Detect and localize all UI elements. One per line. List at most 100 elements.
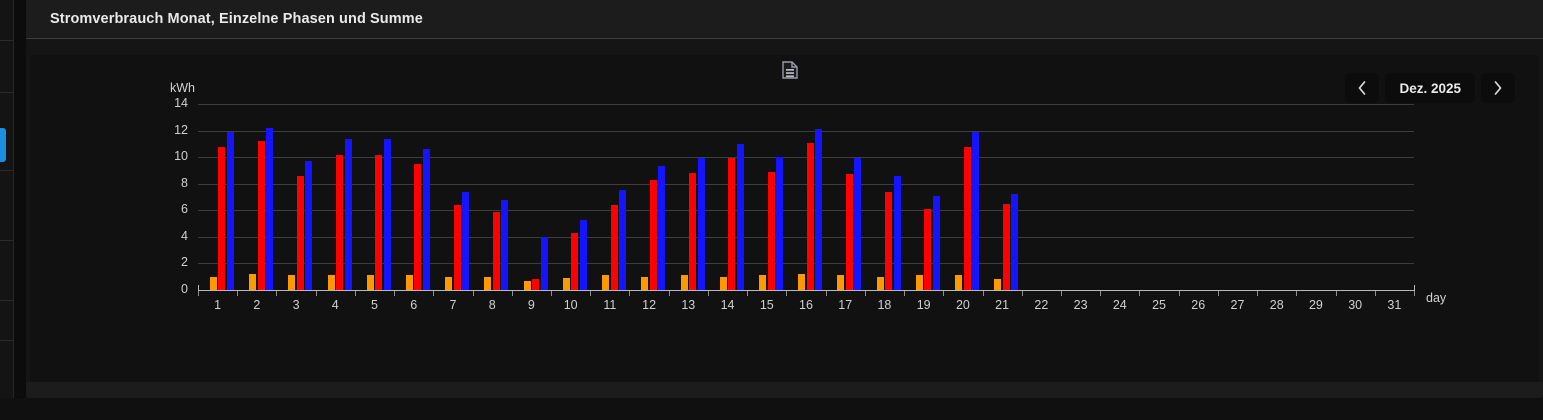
chart-bar[interactable]	[924, 208, 932, 290]
chart-bar[interactable]	[296, 175, 304, 290]
chart-bar[interactable]	[837, 275, 845, 290]
x-axis-tick	[394, 291, 396, 296]
chart-bar[interactable]	[249, 274, 257, 290]
chart-bar[interactable]	[209, 276, 217, 290]
next-period-button[interactable]	[1481, 73, 1515, 103]
chart-bar[interactable]	[492, 211, 500, 290]
chart-bar[interactable]	[610, 204, 618, 290]
chart-bar[interactable]	[845, 174, 853, 290]
chart-bar[interactable]	[336, 154, 344, 290]
x-axis-tick	[1178, 291, 1180, 296]
chart-bar[interactable]	[532, 279, 540, 290]
chart-bar[interactable]	[462, 191, 470, 290]
x-axis-tick	[747, 291, 749, 296]
chart-bar[interactable]	[798, 274, 806, 290]
x-axis-tick	[590, 291, 592, 296]
x-axis-tick-label: 10	[563, 298, 578, 312]
chart-bar[interactable]	[963, 146, 971, 290]
chart-bar[interactable]	[994, 279, 1002, 290]
x-axis-tick-label: 5	[371, 298, 378, 312]
chart-bar[interactable]	[445, 276, 453, 290]
chart-bar[interactable]	[405, 275, 413, 290]
chart-bar[interactable]	[728, 158, 736, 290]
chart-bar[interactable]	[955, 275, 963, 290]
chart-bar[interactable]	[1002, 203, 1010, 290]
chart-bar[interactable]	[218, 146, 226, 290]
x-axis-tick-label: 22	[1034, 298, 1049, 312]
chart-bar[interactable]	[226, 131, 234, 290]
x-axis-tick-label: 6	[410, 298, 418, 312]
chart-bar[interactable]	[501, 199, 509, 290]
chart-bar[interactable]	[641, 276, 649, 290]
chart-bar[interactable]	[266, 127, 274, 290]
chart-bar[interactable]	[523, 280, 531, 290]
x-axis-cap-right	[1414, 285, 1415, 291]
chart-bar[interactable]	[689, 173, 697, 290]
chart-bar[interactable]	[366, 275, 374, 290]
x-axis-tick	[276, 291, 278, 296]
grid-line	[198, 157, 1414, 159]
y-axis-tick-label: 6	[181, 202, 188, 217]
chart-bar[interactable]	[414, 163, 422, 290]
chart-bar[interactable]	[759, 275, 767, 290]
chart-bar[interactable]	[767, 171, 775, 290]
x-axis-tick	[1060, 291, 1062, 296]
card-footer	[26, 382, 1543, 398]
chart-bar[interactable]	[915, 275, 923, 290]
chart-bar[interactable]	[571, 232, 579, 290]
chart-bar[interactable]	[658, 166, 666, 290]
app-sidebar-rail[interactable]	[0, 0, 14, 420]
sidebar-divider	[0, 340, 14, 341]
y-axis-tick-label: 0	[181, 282, 188, 296]
chart-bar[interactable]	[288, 275, 296, 290]
x-axis-tick	[1414, 291, 1415, 296]
period-label[interactable]: Dez. 2025	[1385, 73, 1475, 103]
chart-bar[interactable]	[776, 157, 784, 290]
grid-line	[198, 183, 1414, 185]
chart-bar[interactable]	[736, 143, 744, 290]
chart-bar[interactable]	[383, 138, 391, 290]
chart-bar[interactable]	[422, 149, 430, 290]
prev-period-button[interactable]	[1345, 73, 1380, 103]
chart-bar[interactable]	[972, 131, 980, 290]
chart-bar[interactable]	[806, 142, 814, 290]
chart-bar[interactable]	[484, 276, 492, 290]
chart-bar[interactable]	[619, 190, 627, 290]
x-axis-tick	[354, 291, 356, 296]
chart-bar[interactable]	[680, 275, 688, 290]
chart-bar[interactable]	[854, 158, 862, 290]
chart-bar[interactable]	[815, 129, 823, 290]
x-axis-tick	[864, 291, 866, 296]
chart-bar[interactable]	[885, 191, 893, 290]
chart-bar[interactable]	[893, 175, 901, 290]
y-axis-tick-label: 14	[174, 96, 188, 110]
chart-bar[interactable]	[305, 161, 313, 290]
chart-bar[interactable]	[540, 236, 548, 290]
document-icon[interactable]	[782, 61, 798, 79]
x-axis-tick-label: 23	[1073, 298, 1088, 312]
sidebar-active-indicator	[0, 128, 6, 162]
x-axis-tick	[551, 291, 553, 296]
x-axis-tick-label: 28	[1269, 298, 1284, 312]
chart-bar[interactable]	[719, 276, 727, 290]
chart-bar[interactable]	[876, 276, 884, 290]
chart-bar[interactable]	[649, 179, 657, 290]
chart-bar[interactable]	[344, 138, 352, 290]
chart-bar[interactable]	[257, 141, 265, 290]
x-axis-tick-label: 1	[214, 298, 222, 312]
y-axis-tick-label: 4	[181, 228, 188, 243]
chart-bar[interactable]	[932, 195, 940, 290]
y-axis-tick-label: 12	[174, 122, 188, 137]
x-axis-tick-label: 7	[449, 298, 457, 312]
chart-bar[interactable]	[327, 275, 335, 290]
grid-line	[198, 104, 1414, 105]
chart-bar[interactable]	[562, 278, 570, 290]
chart-bar[interactable]	[453, 204, 461, 290]
chart-bar[interactable]	[579, 219, 587, 290]
chart-bar[interactable]	[375, 154, 383, 290]
chart-bar[interactable]	[1011, 194, 1019, 290]
x-axis-tick-label: 26	[1191, 298, 1206, 312]
chart-bar[interactable]	[602, 275, 610, 290]
chart-bar[interactable]	[697, 158, 705, 290]
